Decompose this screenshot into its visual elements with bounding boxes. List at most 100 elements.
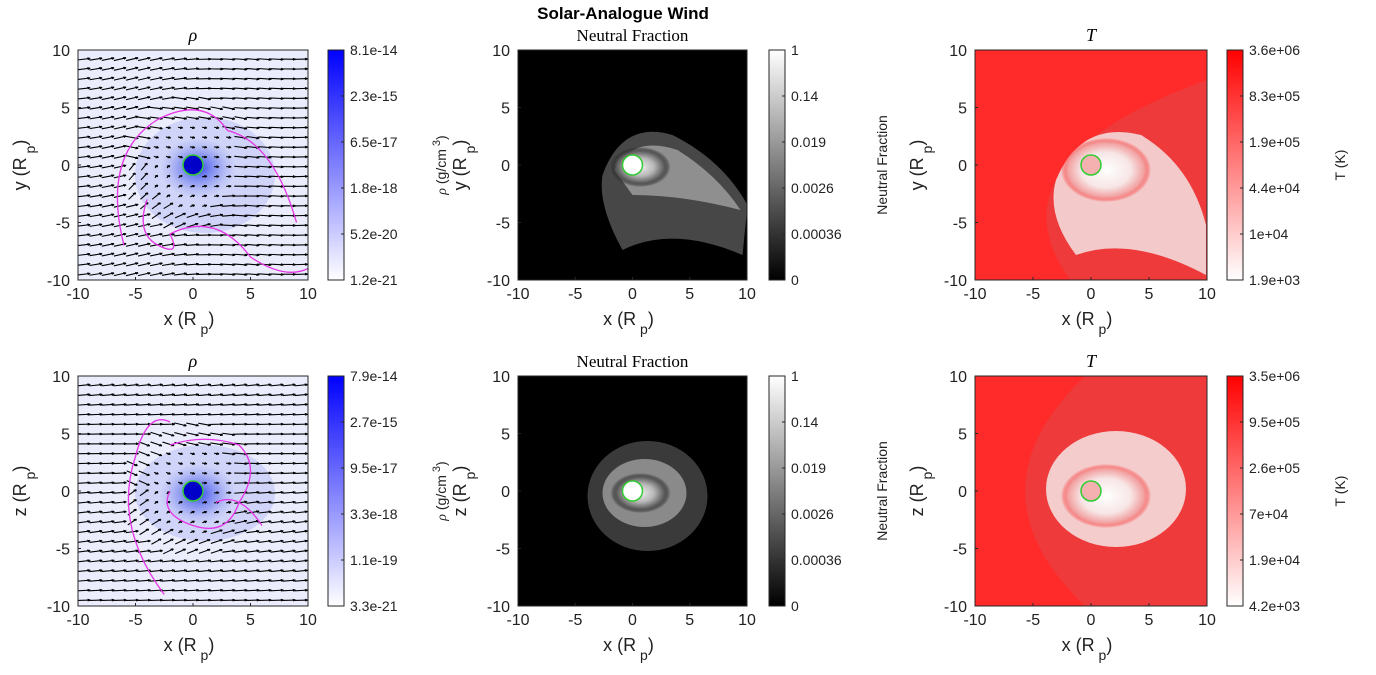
velocity-arrow <box>282 511 296 514</box>
velocity-arrowhead <box>179 510 183 514</box>
velocity-arrowhead <box>159 76 163 80</box>
velocity-arrow <box>210 589 224 592</box>
velocity-arrowhead <box>87 86 91 90</box>
velocity-arrow <box>138 460 150 467</box>
velocity-arrowhead <box>123 520 127 523</box>
velocity-arrow <box>294 520 308 524</box>
velocity-arrowhead <box>167 472 171 475</box>
velocity-arrowhead <box>159 126 163 130</box>
velocity-arrowhead <box>268 224 272 228</box>
velocity-arrow <box>234 529 247 534</box>
velocity-arrowhead <box>195 443 199 447</box>
velocity-arrow <box>137 155 151 159</box>
velocity-arrow <box>113 569 127 573</box>
velocity-arrowhead <box>231 519 236 523</box>
velocity-arrow <box>270 68 284 70</box>
velocity-arrow <box>222 383 236 387</box>
velocity-arrowhead <box>244 393 248 397</box>
velocity-arrow <box>78 253 91 256</box>
velocity-arrow <box>294 540 308 543</box>
velocity-arrow <box>174 222 186 229</box>
velocity-arrow <box>125 262 139 267</box>
velocity-arrow <box>282 569 296 573</box>
velocity-arrow <box>270 540 284 543</box>
velocity-arrowhead <box>179 471 183 475</box>
velocity-arrowhead <box>183 117 187 120</box>
velocity-arrow <box>125 96 139 101</box>
velocity-arrowhead <box>135 252 139 256</box>
velocity-arrow <box>222 569 236 573</box>
velocity-arrowhead <box>157 538 162 541</box>
velocity-arrowhead <box>166 164 171 168</box>
velocity-arrow <box>128 172 136 181</box>
velocity-arrow <box>210 442 223 446</box>
velocity-arrow <box>125 383 139 387</box>
velocity-arrow <box>101 579 115 582</box>
velocity-arrowhead <box>195 117 199 120</box>
velocity-arrow <box>137 57 151 62</box>
colorbar-tick-label: 0.019 <box>791 134 826 150</box>
velocity-arrowhead <box>123 491 127 494</box>
velocity-arrow <box>198 106 211 110</box>
velocity-arrowhead <box>304 67 308 71</box>
planet-marker <box>182 480 204 502</box>
colorbar-tick-label: 1.9e+03 <box>1249 272 1300 288</box>
velocity-arrowhead <box>220 559 224 563</box>
velocity-arrowhead <box>179 136 184 139</box>
velocity-arrowhead <box>256 549 260 553</box>
velocity-arrowhead <box>232 87 236 91</box>
velocity-arrow <box>198 383 211 387</box>
velocity-arrow <box>89 67 103 71</box>
velocity-arrow <box>137 262 151 267</box>
velocity-arrowhead <box>135 203 139 207</box>
velocity-arrow <box>161 233 175 237</box>
velocity-arrow <box>101 67 115 71</box>
velocity-arrow <box>161 106 175 110</box>
velocity-arrow <box>149 569 163 573</box>
x-tick-label: -10 <box>963 612 986 629</box>
velocity-arrowhead <box>268 58 272 61</box>
velocity-arrow <box>258 559 272 563</box>
velocity-arrow <box>234 165 248 168</box>
velocity-arrowhead <box>179 530 183 533</box>
velocity-arrowhead <box>145 528 150 531</box>
velocity-arrow <box>234 383 248 387</box>
colorbar-label: Neutral Fraction <box>874 441 890 541</box>
velocity-arrowhead <box>99 510 103 514</box>
velocity-arrow <box>222 273 236 276</box>
velocity-arrow <box>258 569 272 573</box>
x-tick-label: 10 <box>1198 286 1216 303</box>
velocity-arrowhead <box>215 520 220 524</box>
x-axis-label: x (R p) <box>603 309 654 337</box>
velocity-arrowhead <box>280 569 284 572</box>
velocity-arrow <box>89 214 103 218</box>
velocity-arrowhead <box>99 569 103 572</box>
panel-density-xz: -10 -5 0 5 10 -10 -5 0 5 10 ρ x (R p) z (R p) 7.9e-14… <box>10 351 450 663</box>
velocity-arrow <box>125 559 139 563</box>
velocity-arrowhead <box>243 519 248 523</box>
velocity-arrow <box>137 589 151 592</box>
velocity-arrow <box>89 126 103 130</box>
velocity-arrowhead <box>228 136 232 139</box>
velocity-arrowhead <box>232 224 236 227</box>
velocity-arrowhead <box>171 57 175 60</box>
x-tick-label: 5 <box>246 612 255 629</box>
colorbar: 3.5e+06 9.5e+05 2.6e+05 7e+04 1.9e+04 4.2e+03… <box>1226 368 1348 614</box>
velocity-arrowhead <box>256 559 260 563</box>
velocity-arrowhead <box>123 403 127 406</box>
velocity-arrow <box>113 550 127 553</box>
velocity-arrowhead <box>132 162 136 166</box>
velocity-arrow <box>246 263 260 266</box>
velocity-arrowhead <box>135 529 139 533</box>
velocity-arrowhead <box>179 462 183 465</box>
velocity-arrowhead <box>268 234 272 237</box>
velocity-arrowhead <box>111 403 115 406</box>
velocity-arrow <box>139 528 149 536</box>
velocity-arrow <box>246 550 260 553</box>
velocity-arrow <box>89 165 103 169</box>
velocity-arrow <box>270 403 284 406</box>
velocity-arrowhead <box>195 559 200 563</box>
velocity-arrow <box>137 272 151 277</box>
velocity-arrowhead <box>99 203 103 207</box>
velocity-arrow <box>113 67 127 71</box>
